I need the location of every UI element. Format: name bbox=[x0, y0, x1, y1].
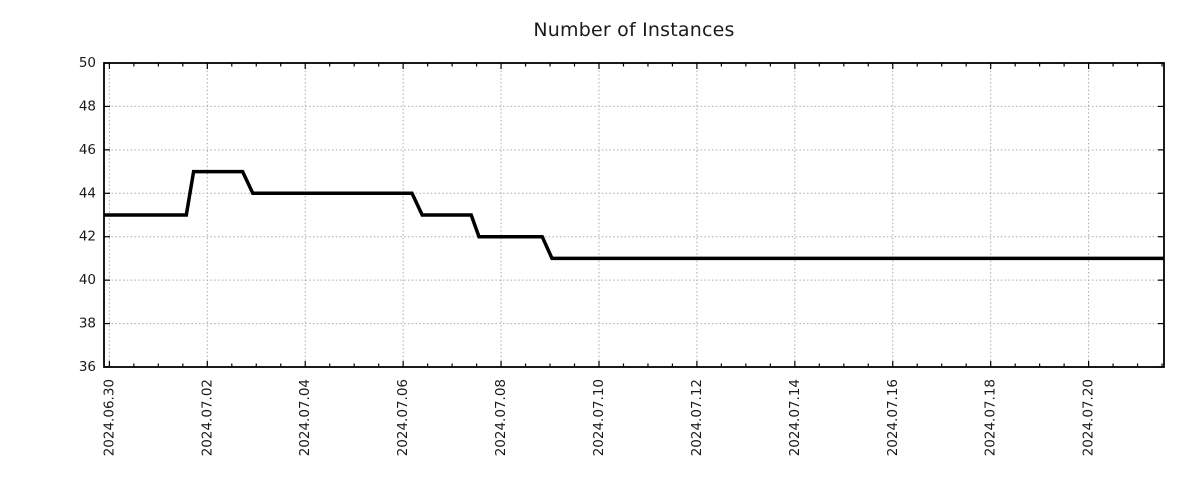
x-tick-label: 2024.07.18 bbox=[983, 379, 999, 456]
y-tick-label: 38 bbox=[79, 316, 96, 332]
plot-frame bbox=[103, 62, 1165, 368]
x-tick-label: 2024.06.30 bbox=[101, 379, 117, 456]
x-tick-label: 2024.07.16 bbox=[885, 379, 901, 456]
x-tick-label: 2024.07.20 bbox=[1081, 379, 1097, 456]
y-tick-label: 36 bbox=[79, 359, 96, 375]
x-tick-label: 2024.07.10 bbox=[591, 379, 607, 456]
x-tick-label: 2024.07.14 bbox=[787, 379, 803, 456]
x-tick-label: 2024.07.02 bbox=[199, 379, 215, 456]
chart-title: Number of Instances bbox=[533, 19, 735, 41]
y-tick-label: 44 bbox=[79, 185, 96, 201]
y-tick-label: 46 bbox=[79, 142, 96, 158]
y-tick-label: 42 bbox=[79, 229, 96, 245]
y-tick-label: 50 bbox=[79, 55, 96, 71]
x-tick-label: 2024.07.08 bbox=[493, 379, 509, 456]
x-tick-label: 2024.07.06 bbox=[395, 379, 411, 456]
series-line-instances bbox=[104, 169, 1164, 261]
y-tick-label: 48 bbox=[79, 98, 96, 114]
x-tick-label: 2024.07.12 bbox=[689, 379, 705, 456]
y-tick-label: 40 bbox=[79, 272, 96, 288]
x-tick-label: 2024.07.04 bbox=[297, 379, 313, 456]
